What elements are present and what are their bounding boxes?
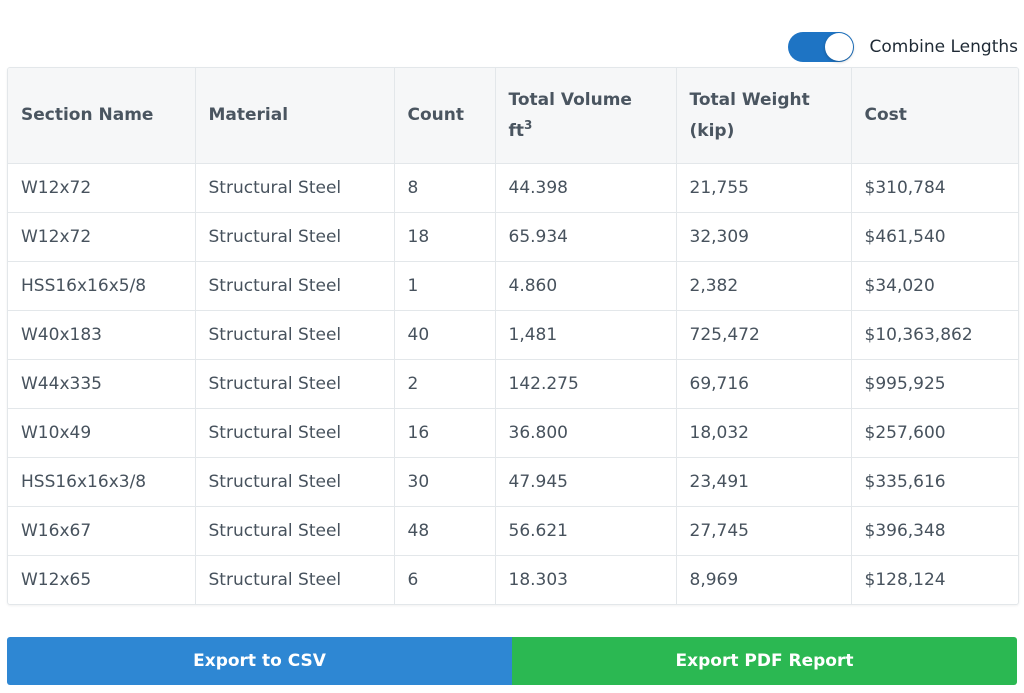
- table-row: W12x72 Structural Steel 8 44.398 21,755 $310,…: [8, 163, 1018, 213]
- table-row: HSS16x16x5/8 Structural Steel 1 4.860 2,382 $…: [8, 261, 1018, 311]
- column-header-total-weight[interactable]: Total Weight (kip): [676, 68, 852, 164]
- export-button-row: Export to CSV Export PDF Report: [7, 637, 1017, 685]
- count-cell: 1: [394, 261, 496, 311]
- combine-lengths-control: Combine Lengths: [787, 32, 1018, 62]
- total-volume-cell: 1,481: [495, 310, 677, 360]
- material-cell: Structural Steel: [195, 163, 395, 213]
- cost-cell: $995,925: [851, 359, 1018, 409]
- table-row: W16x67 Structural Steel 48 56.621 27,745 $396…: [8, 506, 1018, 556]
- material-cell: Structural Steel: [195, 457, 395, 507]
- count-cell: 2: [394, 359, 496, 409]
- material-cell: Structural Steel: [195, 555, 395, 604]
- cost-cell: $396,348: [851, 506, 1018, 556]
- count-cell: 6: [394, 555, 496, 604]
- total-weight-cell: 32,309: [676, 212, 852, 262]
- export-pdf-report-button[interactable]: Export PDF Report: [512, 637, 1017, 685]
- count-cell: 8: [394, 163, 496, 213]
- count-cell: 16: [394, 408, 496, 458]
- cost-cell: $257,600: [851, 408, 1018, 458]
- table-row: W12x72 Structural Steel 18 65.934 32,309 $461…: [8, 212, 1018, 262]
- section-name-cell: HSS16x16x3/8: [8, 457, 196, 507]
- column-header-cost[interactable]: Cost: [851, 68, 1018, 164]
- total-volume-cell: 56.621: [495, 506, 677, 556]
- total-weight-cell: 725,472: [676, 310, 852, 360]
- section-name-cell: W10x49: [8, 408, 196, 458]
- total-volume-unit: ft: [508, 120, 525, 141]
- table-row: W10x49 Structural Steel 16 36.800 18,032 $257…: [8, 408, 1018, 458]
- section-name-cell: W16x67: [8, 506, 196, 556]
- count-cell: 30: [394, 457, 496, 507]
- toggle-knob: [824, 33, 853, 61]
- total-volume-cell: 47.945: [495, 457, 677, 507]
- section-name-cell: W40x183: [8, 310, 196, 360]
- section-name-cell: W12x72: [8, 163, 196, 213]
- cost-cell: $310,784: [851, 163, 1018, 213]
- export-csv-button[interactable]: Export to CSV: [7, 637, 512, 685]
- total-volume-label: Total Volume: [508, 89, 632, 110]
- table-row: W44x335 Structural Steel 2 142.275 69,716 $99…: [8, 359, 1018, 409]
- total-weight-cell: 27,745: [676, 506, 852, 556]
- total-weight-cell: 69,716: [676, 359, 852, 409]
- total-volume-cell: 4.860: [495, 261, 677, 311]
- material-cell: Structural Steel: [195, 261, 395, 311]
- section-name-cell: W12x72: [8, 212, 196, 262]
- table-header-row: Section Name Material Count Total Volume…: [8, 68, 1018, 164]
- cost-cell: $461,540: [851, 212, 1018, 262]
- cost-cell: $34,020: [851, 261, 1018, 311]
- total-weight-cell: 2,382: [676, 261, 852, 311]
- total-volume-cell: 142.275: [495, 359, 677, 409]
- combine-lengths-toggle[interactable]: [787, 32, 854, 62]
- material-cell: Structural Steel: [195, 359, 395, 409]
- total-weight-cell: 21,755: [676, 163, 852, 213]
- material-cell: Structural Steel: [195, 310, 395, 360]
- total-volume-unit-exponent: 3: [524, 117, 533, 132]
- total-weight-cell: 8,969: [676, 555, 852, 604]
- table-row: HSS16x16x3/8 Structural Steel 30 47.945 23,4…: [8, 457, 1018, 507]
- section-name-cell: W12x65: [8, 555, 196, 604]
- total-volume-cell: 18.303: [495, 555, 677, 604]
- total-weight-unit: (kip): [689, 120, 735, 141]
- count-cell: 48: [394, 506, 496, 556]
- material-summary-table: Section Name Material Count Total Volume…: [7, 67, 1019, 605]
- column-header-section-name[interactable]: Section Name: [8, 68, 196, 164]
- table-row: W12x65 Structural Steel 6 18.303 8,969 $128,1…: [8, 555, 1018, 604]
- column-header-count[interactable]: Count: [394, 68, 496, 164]
- total-weight-label: Total Weight: [689, 89, 810, 110]
- cost-cell: $128,124: [864, 570, 946, 590]
- count-cell: 18: [394, 212, 496, 262]
- total-weight-cell: 23,491: [676, 457, 852, 507]
- total-weight-cell: 18,032: [676, 408, 852, 458]
- count-cell: 40: [394, 310, 496, 360]
- material-cell: Structural Steel: [195, 506, 395, 556]
- column-header-total-volume[interactable]: Total Volume ft3: [495, 68, 677, 164]
- cost-cell: $335,616: [851, 457, 1018, 507]
- material-cell: Structural Steel: [195, 408, 395, 458]
- section-name-cell: HSS16x16x5/8: [8, 261, 196, 311]
- total-volume-cell: 65.934: [495, 212, 677, 262]
- total-volume-cell: 36.800: [495, 408, 677, 458]
- combine-lengths-label: Combine Lengths: [869, 37, 1018, 57]
- column-header-material[interactable]: Material: [195, 68, 395, 164]
- total-volume-cell: 44.398: [495, 163, 677, 213]
- section-name-cell: W44x335: [8, 359, 196, 409]
- cost-cell: $10,363,862: [851, 310, 1018, 360]
- material-cell: Structural Steel: [195, 212, 395, 262]
- table-body: W12x72 Structural Steel 8 44.398 21,755 $310,…: [8, 163, 1018, 604]
- table-row: W40x183 Structural Steel 40 1,481 725,472 $10…: [8, 310, 1018, 360]
